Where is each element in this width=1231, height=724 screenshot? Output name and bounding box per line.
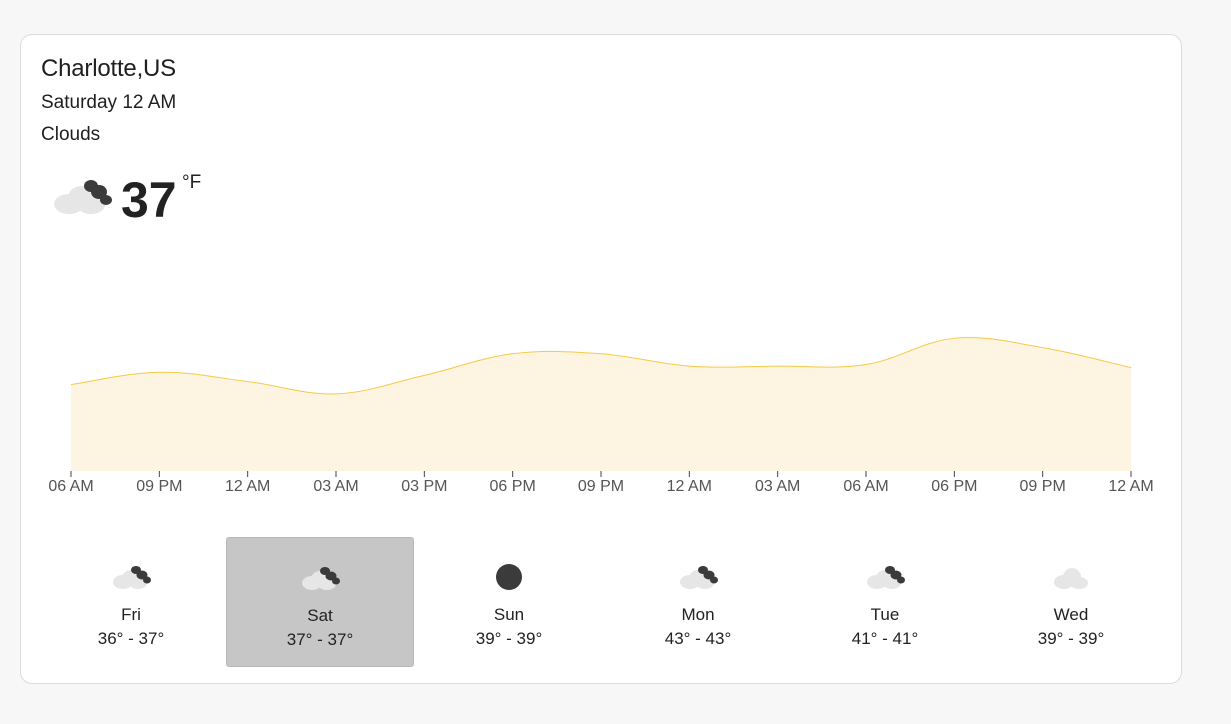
forecast-day-wed[interactable]: Wed 39° - 39° <box>977 537 1165 667</box>
forecast-temp-range: 43° - 43° <box>664 629 732 648</box>
forecast-day-sun[interactable]: Sun 39° - 39° <box>415 537 603 667</box>
forecast-day-fri[interactable]: Fri 36° - 37° <box>37 537 225 667</box>
x-tick-label: 06 PM <box>490 478 536 495</box>
forecast-day-name: Sat <box>307 606 333 625</box>
forecast-temp-range: 41° - 41° <box>851 629 919 648</box>
chart-line <box>70 337 1132 395</box>
x-tick-label: 12 AM <box>667 478 712 495</box>
broken-clouds-icon <box>54 180 112 214</box>
forecast-day-name: Fri <box>121 605 141 624</box>
weather-card: Charlotte,US Saturday 12 AM Clouds 37 °F… <box>20 34 1182 684</box>
current-datetime: Saturday 12 AM <box>41 92 177 113</box>
broken-clouds-icon <box>113 566 151 589</box>
overcast-icon <box>496 564 522 590</box>
few-clouds-icon <box>1054 568 1088 589</box>
x-tick-label: 03 AM <box>313 478 358 495</box>
city-name: Charlotte,US <box>41 55 176 82</box>
forecast-day-name: Mon <box>681 605 715 624</box>
forecast-temp-range: 37° - 37° <box>286 630 354 649</box>
forecast-day-name: Tue <box>870 605 900 624</box>
daily-forecast: Fri 36° - 37° Sat 37° - 37° Sun 39° - 39° Mon 4… <box>21 537 1183 669</box>
x-tick-label: 12 AM <box>225 478 270 495</box>
forecast-temp-range: 39° - 39° <box>475 629 543 648</box>
x-tick-label: 09 PM <box>136 478 182 495</box>
broken-clouds-icon <box>680 566 718 589</box>
forecast-temp-range: 36° - 37° <box>97 629 165 648</box>
broken-clouds-icon <box>867 566 905 589</box>
x-axis: 06 AM 09 PM 12 AM 03 AM 03 PM 06 PM 09 PM 12 AM… <box>48 471 1154 495</box>
chart-area-fill <box>71 337 1131 471</box>
forecast-temp-range: 39° - 39° <box>1037 629 1105 648</box>
broken-clouds-icon <box>302 567 340 590</box>
x-tick-label: 06 PM <box>931 478 977 495</box>
forecast-day-name: Wed <box>1053 605 1089 624</box>
x-tick-label: 03 PM <box>401 478 447 495</box>
forecast-day-mon[interactable]: Mon 43° - 43° <box>604 537 792 667</box>
current-temperature: 37 <box>121 172 177 228</box>
forecast-day-sat[interactable]: Sat 37° - 37° <box>226 537 414 667</box>
x-tick-label: 06 AM <box>843 478 888 495</box>
forecast-day-name: Sun <box>493 605 525 624</box>
x-tick-label: 09 PM <box>578 478 624 495</box>
x-tick-label: 06 AM <box>48 478 93 495</box>
x-tick-label: 12 AM <box>1108 478 1153 495</box>
hourly-temperature-chart: 06 AM 09 PM 12 AM 03 AM 03 PM 06 PM 09 PM 12 AM… <box>48 337 1154 495</box>
forecast-day-tue[interactable]: Tue 41° - 41° <box>791 537 979 667</box>
x-tick-label: 03 AM <box>755 478 800 495</box>
x-tick-label: 09 PM <box>1020 478 1066 495</box>
weather-condition: Clouds <box>41 124 101 145</box>
temperature-unit: °F <box>182 172 202 193</box>
